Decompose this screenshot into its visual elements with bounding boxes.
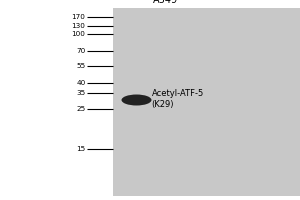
Text: 15: 15 xyxy=(76,146,86,152)
Text: 170: 170 xyxy=(72,14,86,20)
Text: 55: 55 xyxy=(76,63,86,69)
Text: 70: 70 xyxy=(76,48,86,54)
Text: 25: 25 xyxy=(76,106,86,112)
Text: 130: 130 xyxy=(72,23,86,29)
Text: 40: 40 xyxy=(76,80,86,86)
Text: 35: 35 xyxy=(76,90,86,96)
Bar xyxy=(112,8,300,196)
Text: Acetyl-ATF-5
(K29): Acetyl-ATF-5 (K29) xyxy=(152,89,204,109)
Text: A549: A549 xyxy=(152,0,178,5)
Text: 100: 100 xyxy=(72,31,86,37)
Ellipse shape xyxy=(122,95,152,106)
